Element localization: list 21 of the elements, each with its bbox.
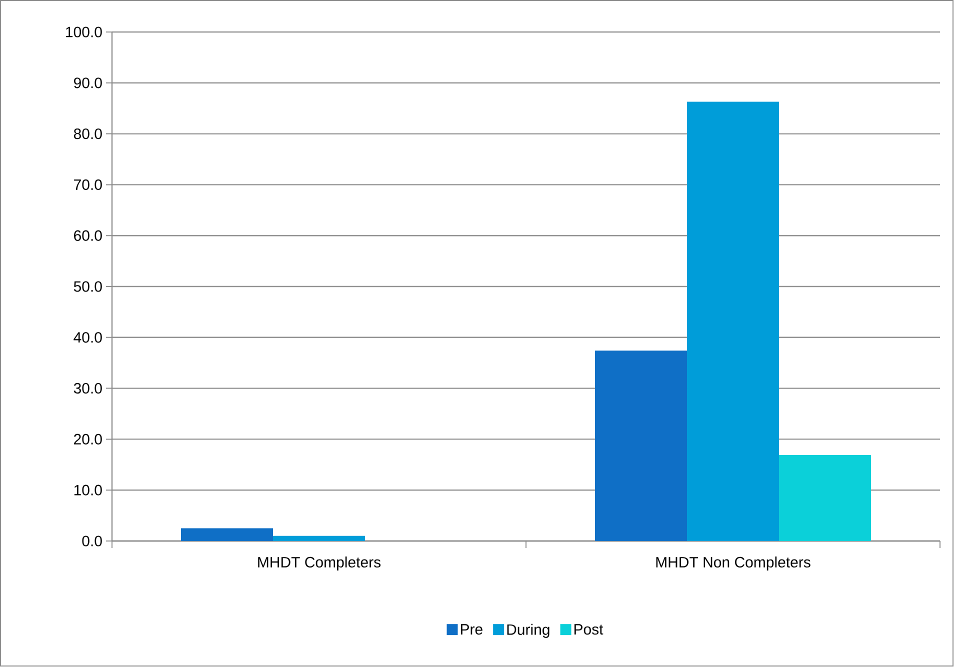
y-tick-label: 20.0 <box>74 434 102 445</box>
y-tick-label: 40.0 <box>74 332 102 343</box>
bar <box>273 536 366 541</box>
y-tick-label: 80.0 <box>74 128 102 140</box>
y-tick-label: 100.0 <box>66 26 102 38</box>
bar <box>687 102 780 541</box>
y-tick-label: 70.0 <box>74 179 102 190</box>
y-tick-label: 50.0 <box>74 281 102 292</box>
legend-label: During <box>507 624 550 638</box>
y-tick-label: 0.0 <box>82 536 102 546</box>
x-tick-label: MHDT Non Completers <box>656 556 810 570</box>
legend-label: Pre <box>460 624 482 635</box>
legend-label: Post <box>574 624 604 635</box>
y-tick-label: 90.0 <box>74 78 102 88</box>
bar <box>595 350 688 541</box>
bar <box>181 528 274 541</box>
x-tick-label: MHDT Completers <box>258 556 381 570</box>
y-tick-label: 10.0 <box>74 484 102 496</box>
y-tick-label: 30.0 <box>74 382 102 394</box>
y-tick-label: 60.0 <box>74 230 102 241</box>
bar <box>779 454 872 541</box>
